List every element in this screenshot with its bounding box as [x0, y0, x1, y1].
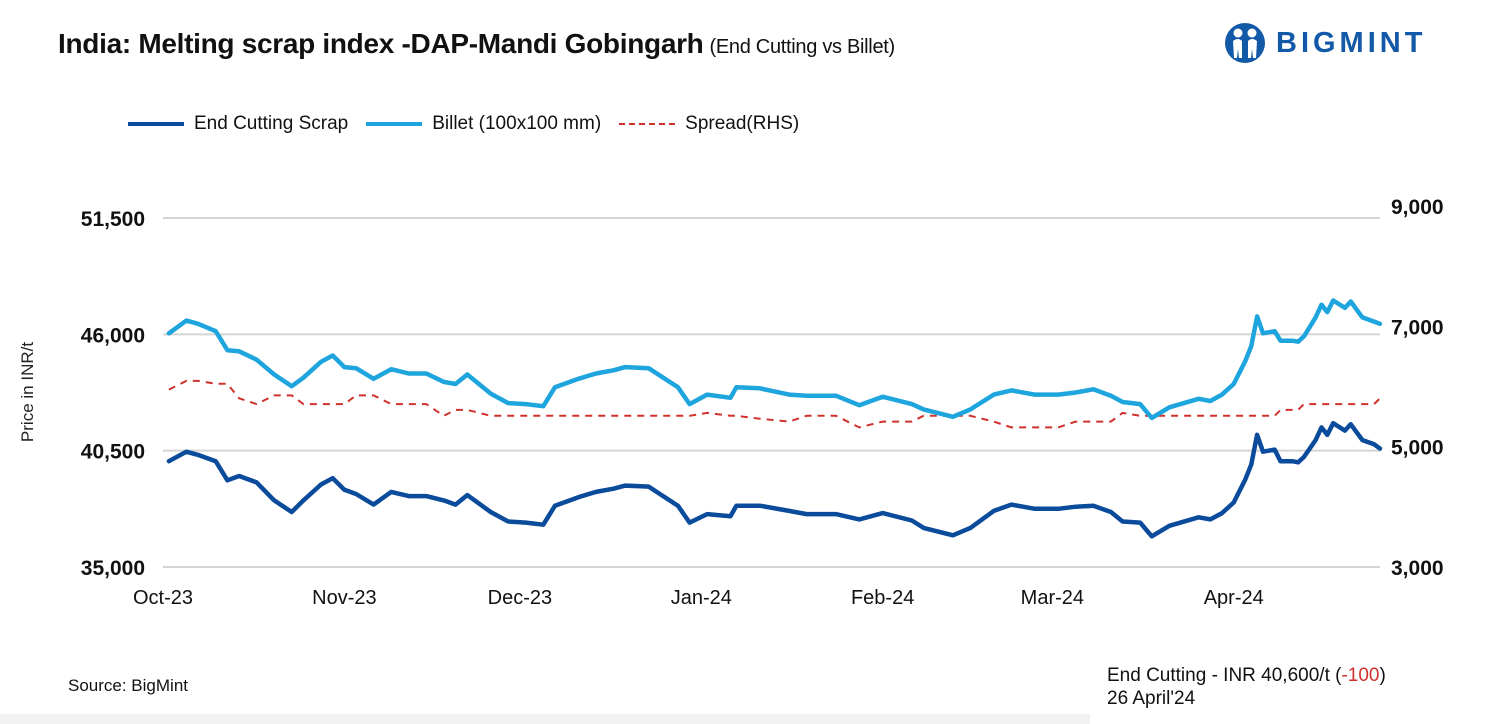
note-text: End Cutting - INR 40,600/t (: [1107, 665, 1342, 686]
note-suffix: ): [1379, 665, 1386, 686]
title-main: India: Melting scrap index -DAP-Mandi Go…: [58, 28, 704, 59]
legend-item-spread: Spread(RHS): [619, 113, 799, 135]
x-tick-label: Oct-23: [133, 587, 193, 609]
latest-price-note: End Cutting - INR 40,600/t (-100) 26 Apr…: [1107, 664, 1386, 710]
y2-tick-label: 3,000: [1391, 557, 1444, 580]
y2-tick-label: 9,000: [1391, 196, 1444, 219]
y-tick-label: 46,000: [81, 324, 145, 347]
y-axis-title: Price in INR/t: [18, 342, 37, 442]
y2-tick-label: 5,000: [1391, 437, 1444, 460]
y-tick-label: 40,500: [81, 441, 145, 464]
y-tick-label: 51,500: [81, 208, 145, 231]
series-spread-line: [168, 379, 1381, 429]
legend-label: End Cutting Scrap: [194, 113, 349, 134]
chart-title: India: Melting scrap index -DAP-Mandi Go…: [58, 28, 895, 60]
x-tick-label: Apr-24: [1204, 587, 1264, 609]
legend-item-end-cutting: End Cutting Scrap: [128, 113, 348, 135]
x-tick-label: Nov-23: [312, 587, 376, 609]
legend-swatch-billet: [366, 122, 423, 126]
chart-legend: End Cutting Scrap Billet (100x100 mm) Sp…: [128, 113, 817, 135]
title-subtitle: (End Cutting vs Billet): [709, 36, 896, 58]
bigmint-logo: BIGMINT: [1224, 22, 1426, 64]
logo-text: BIGMINT: [1276, 26, 1427, 59]
x-tick-label: Jan-24: [671, 587, 732, 609]
y-tick-label: 35,000: [81, 557, 145, 580]
series-billet-line: [166, 298, 1383, 421]
note-date: 26 April'24: [1107, 688, 1196, 709]
legend-item-billet: Billet (100x100 mm): [366, 113, 601, 135]
x-tick-label: Mar-24: [1021, 587, 1084, 609]
note-change: -100: [1341, 665, 1380, 686]
y2-tick-label: 7,000: [1391, 316, 1444, 339]
logo-people-icon: [1225, 23, 1265, 63]
series-end-cutting-line: [166, 420, 1383, 539]
source-note: Source: BigMint: [68, 676, 188, 695]
bottom-strip: [0, 714, 1090, 724]
x-tick-label: Dec-23: [488, 587, 552, 609]
legend-label: Spread(RHS): [685, 113, 800, 134]
legend-swatch-spread: [619, 123, 676, 125]
x-tick-label: Feb-24: [851, 587, 914, 609]
legend-swatch-end-cutting: [128, 122, 184, 126]
legend-label: Billet (100x100 mm): [432, 113, 602, 134]
